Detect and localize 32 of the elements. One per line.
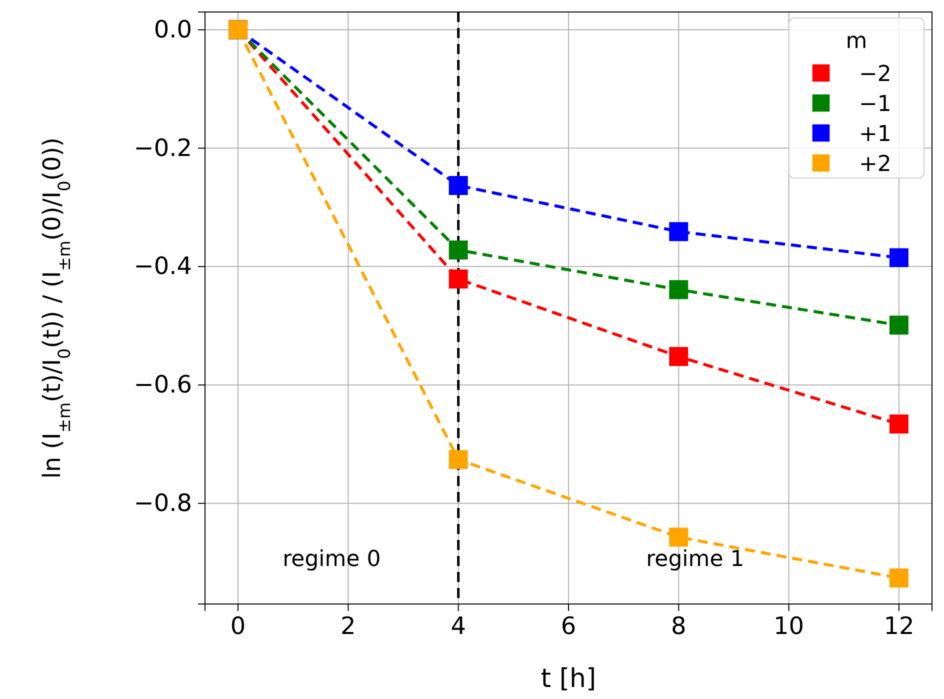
- y-tick-label: −0.8: [134, 489, 192, 518]
- legend-label: +1: [859, 122, 892, 147]
- point: [448, 270, 468, 288]
- point: [448, 176, 468, 195]
- legend-label: −2: [859, 62, 892, 87]
- point: [889, 568, 908, 588]
- point: [889, 316, 908, 335]
- x-tick-label: 12: [884, 612, 914, 640]
- legend-label: +2: [859, 152, 892, 177]
- x-tick-label: 4: [450, 612, 466, 640]
- point: [669, 280, 688, 300]
- x-tick-label: 6: [560, 612, 576, 640]
- x-axis-title: t [h]: [540, 664, 596, 694]
- legend-title: m: [846, 29, 868, 54]
- point: [669, 347, 688, 366]
- legend-label: −1: [859, 92, 892, 117]
- x-tick-label: 10: [774, 612, 804, 640]
- x-tick-label: 0: [230, 612, 246, 640]
- y-tick-label: −0.4: [134, 252, 192, 280]
- x-tick-label: 2: [340, 612, 356, 640]
- point: [669, 222, 688, 242]
- x-tick-label: 8: [671, 612, 686, 640]
- y-tick-label: −0.2: [134, 134, 192, 162]
- y-tick-label: 0.0: [154, 15, 192, 44]
- annotation: regime 1: [646, 547, 744, 572]
- annotation: regime 0: [282, 547, 381, 572]
- point: [669, 528, 688, 547]
- point: [889, 414, 908, 434]
- point: [448, 450, 468, 470]
- point: [889, 248, 908, 268]
- point: [448, 240, 468, 260]
- y-tick-label: −0.6: [134, 370, 192, 399]
